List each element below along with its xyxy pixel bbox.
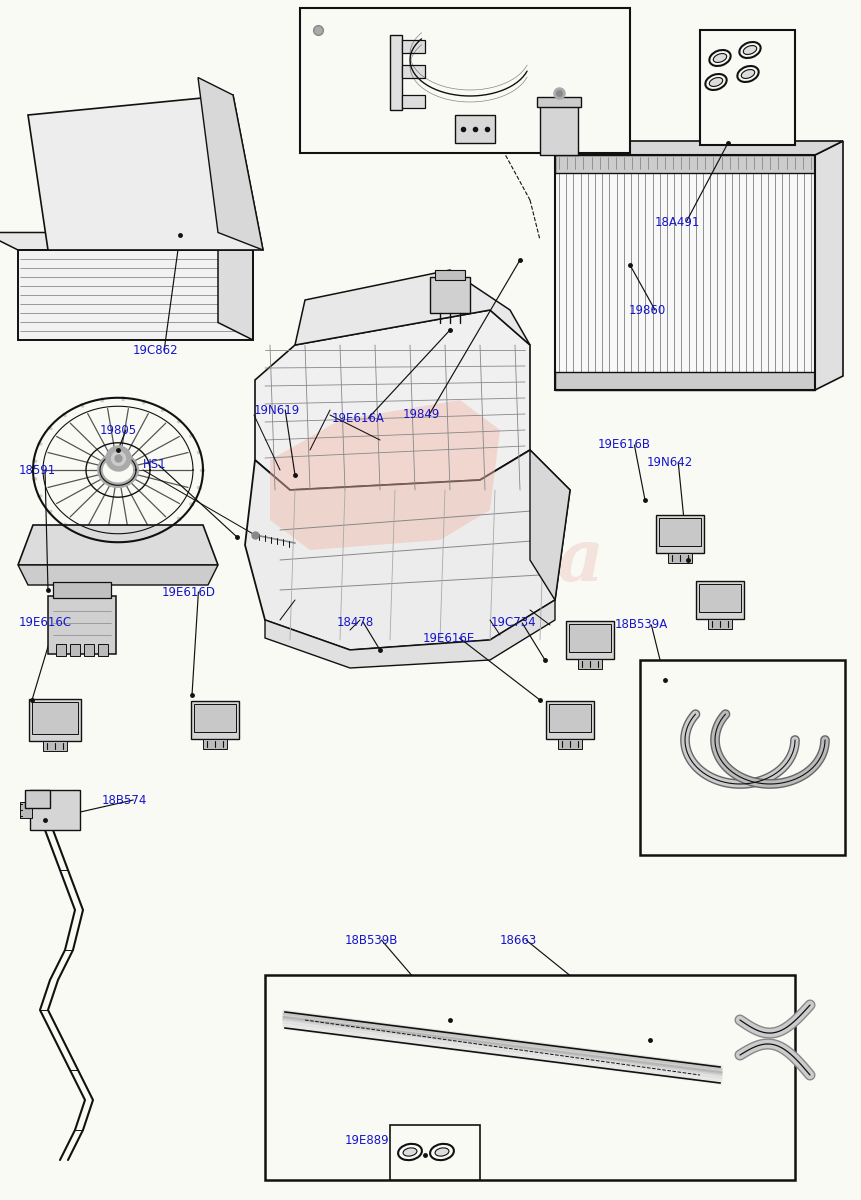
Polygon shape (28, 95, 263, 250)
Text: 19805: 19805 (100, 424, 137, 437)
Ellipse shape (709, 78, 722, 86)
Bar (56, 644, 66, 656)
Text: 19E616A: 19E616A (331, 412, 384, 425)
Text: 19N619: 19N619 (254, 403, 300, 416)
Polygon shape (554, 155, 814, 390)
Bar (568, 624, 610, 652)
Bar (389, 1126, 480, 1180)
Polygon shape (294, 270, 530, 346)
Text: 19860: 19860 (629, 304, 666, 317)
Bar (548, 704, 591, 732)
Bar (435, 270, 464, 280)
Text: 18B539B: 18B539B (344, 934, 398, 947)
Bar (659, 518, 700, 546)
Polygon shape (0, 233, 253, 250)
Text: HS1: HS1 (143, 458, 166, 472)
Polygon shape (245, 450, 569, 650)
Text: 18B539A: 18B539A (614, 618, 667, 631)
Bar (20, 802, 32, 818)
Text: 19C734: 19C734 (491, 617, 536, 630)
Ellipse shape (742, 46, 756, 54)
Polygon shape (264, 600, 554, 668)
Ellipse shape (403, 1148, 417, 1156)
Bar (30, 790, 80, 830)
Polygon shape (554, 140, 842, 155)
Text: 18663: 18663 (499, 934, 536, 947)
Bar (639, 660, 844, 854)
Text: 18591: 18591 (19, 463, 56, 476)
Bar (698, 584, 740, 612)
Polygon shape (218, 233, 253, 340)
Text: 18B574: 18B574 (102, 793, 147, 806)
Text: 19849: 19849 (403, 408, 440, 421)
Bar (43, 740, 67, 751)
Bar (455, 115, 494, 143)
Bar (53, 582, 111, 598)
Text: 18478: 18478 (337, 616, 374, 629)
Ellipse shape (712, 54, 726, 62)
Polygon shape (814, 140, 842, 390)
Polygon shape (18, 526, 218, 565)
Bar (695, 581, 743, 619)
Bar (545, 701, 593, 739)
Text: 19E616C: 19E616C (19, 616, 72, 629)
Bar (536, 97, 580, 107)
Bar (707, 619, 731, 629)
Polygon shape (554, 372, 814, 390)
Bar (48, 596, 116, 654)
Bar (98, 644, 108, 656)
Text: 18A491: 18A491 (654, 216, 699, 228)
Polygon shape (401, 95, 424, 108)
Polygon shape (401, 40, 424, 53)
Text: 19C862: 19C862 (133, 343, 178, 356)
Text: 19E616E: 19E616E (423, 631, 474, 644)
Bar (655, 515, 703, 553)
Text: 19E889: 19E889 (344, 1134, 389, 1146)
Polygon shape (554, 155, 814, 173)
Polygon shape (255, 310, 530, 490)
Bar (194, 704, 236, 732)
Ellipse shape (740, 70, 754, 78)
Bar (430, 277, 469, 313)
Bar (667, 553, 691, 563)
Bar (539, 100, 578, 155)
Text: 19N642: 19N642 (647, 456, 692, 468)
Bar (25, 790, 50, 808)
Bar (84, 644, 94, 656)
Bar (264, 974, 794, 1180)
Ellipse shape (435, 1148, 449, 1156)
Polygon shape (18, 250, 253, 340)
Polygon shape (198, 78, 263, 250)
Bar (32, 702, 77, 734)
Polygon shape (530, 450, 569, 600)
Bar (70, 644, 80, 656)
Bar (202, 739, 226, 749)
Bar (300, 8, 629, 152)
Bar (578, 659, 601, 670)
Bar (29, 698, 81, 740)
Bar (191, 701, 238, 739)
Bar (557, 739, 581, 749)
Polygon shape (389, 35, 401, 110)
Text: scuderia: scuderia (257, 524, 604, 595)
Polygon shape (401, 65, 424, 78)
Bar (566, 622, 613, 659)
Text: 19E616D: 19E616D (162, 586, 216, 599)
Text: 19E616B: 19E616B (598, 438, 650, 451)
Text: car parts: car parts (319, 596, 542, 643)
Polygon shape (269, 400, 499, 550)
Bar (699, 30, 794, 145)
Polygon shape (18, 565, 218, 584)
